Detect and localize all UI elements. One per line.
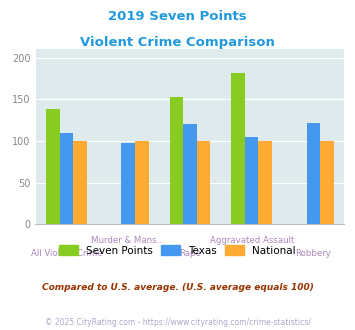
Text: Aggravated Assault: Aggravated Assault — [209, 236, 294, 245]
Text: Compared to U.S. average. (U.S. average equals 100): Compared to U.S. average. (U.S. average … — [42, 283, 313, 292]
Bar — [135, 141, 148, 224]
Text: Robbery: Robbery — [295, 249, 332, 258]
Text: 2019 Seven Points: 2019 Seven Points — [108, 10, 247, 23]
Bar — [307, 123, 320, 224]
Bar — [170, 97, 183, 224]
Bar — [231, 73, 245, 224]
Bar — [258, 141, 272, 224]
Bar — [320, 141, 334, 224]
Bar — [73, 141, 87, 224]
Bar — [46, 110, 60, 224]
Text: All Violent Crime: All Violent Crime — [31, 249, 102, 258]
Text: Murder & Mans...: Murder & Mans... — [91, 236, 165, 245]
Text: © 2025 CityRating.com - https://www.cityrating.com/crime-statistics/: © 2025 CityRating.com - https://www.city… — [45, 318, 310, 327]
Legend: Seven Points, Texas, National: Seven Points, Texas, National — [55, 241, 300, 260]
Bar — [197, 141, 210, 224]
Text: Rape: Rape — [179, 249, 201, 258]
Bar — [60, 133, 73, 224]
Text: Violent Crime Comparison: Violent Crime Comparison — [80, 36, 275, 49]
Bar — [183, 124, 197, 224]
Bar — [121, 143, 135, 224]
Bar — [245, 137, 258, 224]
